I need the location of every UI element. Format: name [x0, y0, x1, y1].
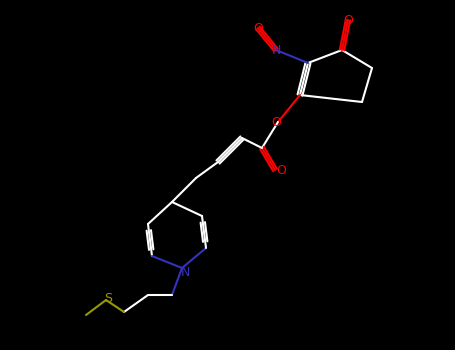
Text: N: N: [271, 43, 281, 56]
Text: S: S: [104, 292, 112, 304]
Text: N: N: [180, 266, 190, 279]
Text: O: O: [253, 21, 263, 35]
Text: O: O: [276, 163, 286, 176]
Text: O: O: [271, 116, 281, 128]
Text: O: O: [343, 14, 353, 27]
